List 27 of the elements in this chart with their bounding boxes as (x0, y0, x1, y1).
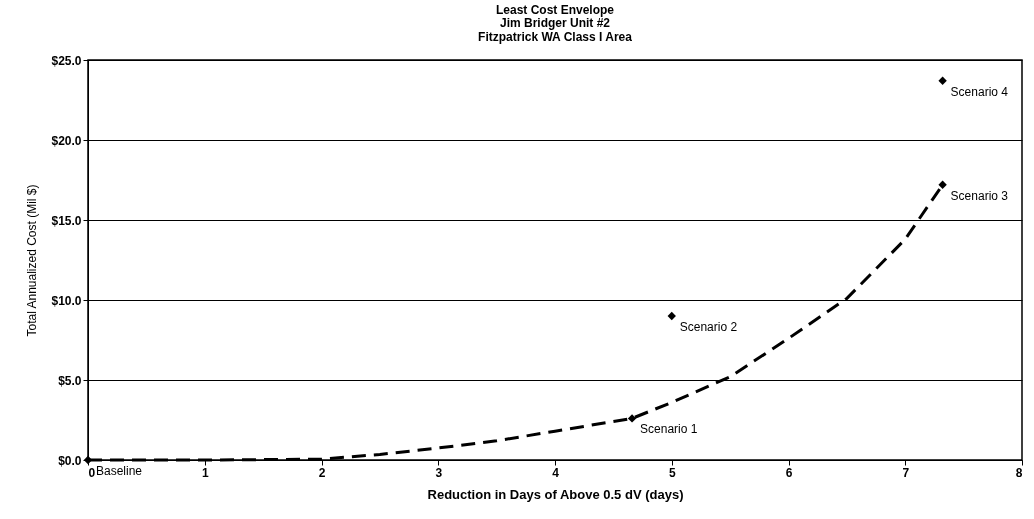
x-tick-label: 3 (435, 465, 443, 480)
annotation: Scenario 2 (679, 320, 738, 334)
y-tick-label: $0.0 (58, 453, 82, 468)
annotation: Baseline (96, 464, 143, 478)
x-tick-label: 7 (902, 465, 910, 480)
point (938, 76, 947, 85)
y-tick-label: $10.0 (51, 293, 82, 308)
point (938, 180, 947, 189)
x-tick-label: 2 (318, 465, 326, 480)
annotation: Scenario 3 (950, 188, 1009, 203)
x-tick-label: 4 (552, 465, 560, 480)
point (667, 311, 676, 321)
y-axis-title: Total Annualized Cost (Mil $) (25, 184, 40, 337)
x-tick-label: 6 (785, 465, 793, 480)
x-axis-title: Reduction in Days of Above 0.5 dV (days) (427, 486, 684, 502)
x-tick-label: 8 (1015, 465, 1023, 480)
y-tick-label: $25.0 (51, 53, 82, 68)
x-tick-label: 5 (668, 465, 676, 480)
y-tick-label: $5.0 (58, 373, 82, 388)
x-tick-label: 1 (201, 465, 209, 480)
annotation: Scenario 4 (950, 84, 1009, 99)
annotation: Scenario 1 (640, 422, 698, 437)
x-tick-label: 0 (88, 465, 96, 480)
y-tick-label: $20.0 (51, 133, 82, 148)
y-tick-label: $15.0 (51, 213, 82, 228)
chart-subtitle: Jim Bridger Unit #2 Fitzpatrick WA Class I Area (478, 16, 633, 44)
chart-title: Least Cost Envelope (495, 3, 615, 17)
